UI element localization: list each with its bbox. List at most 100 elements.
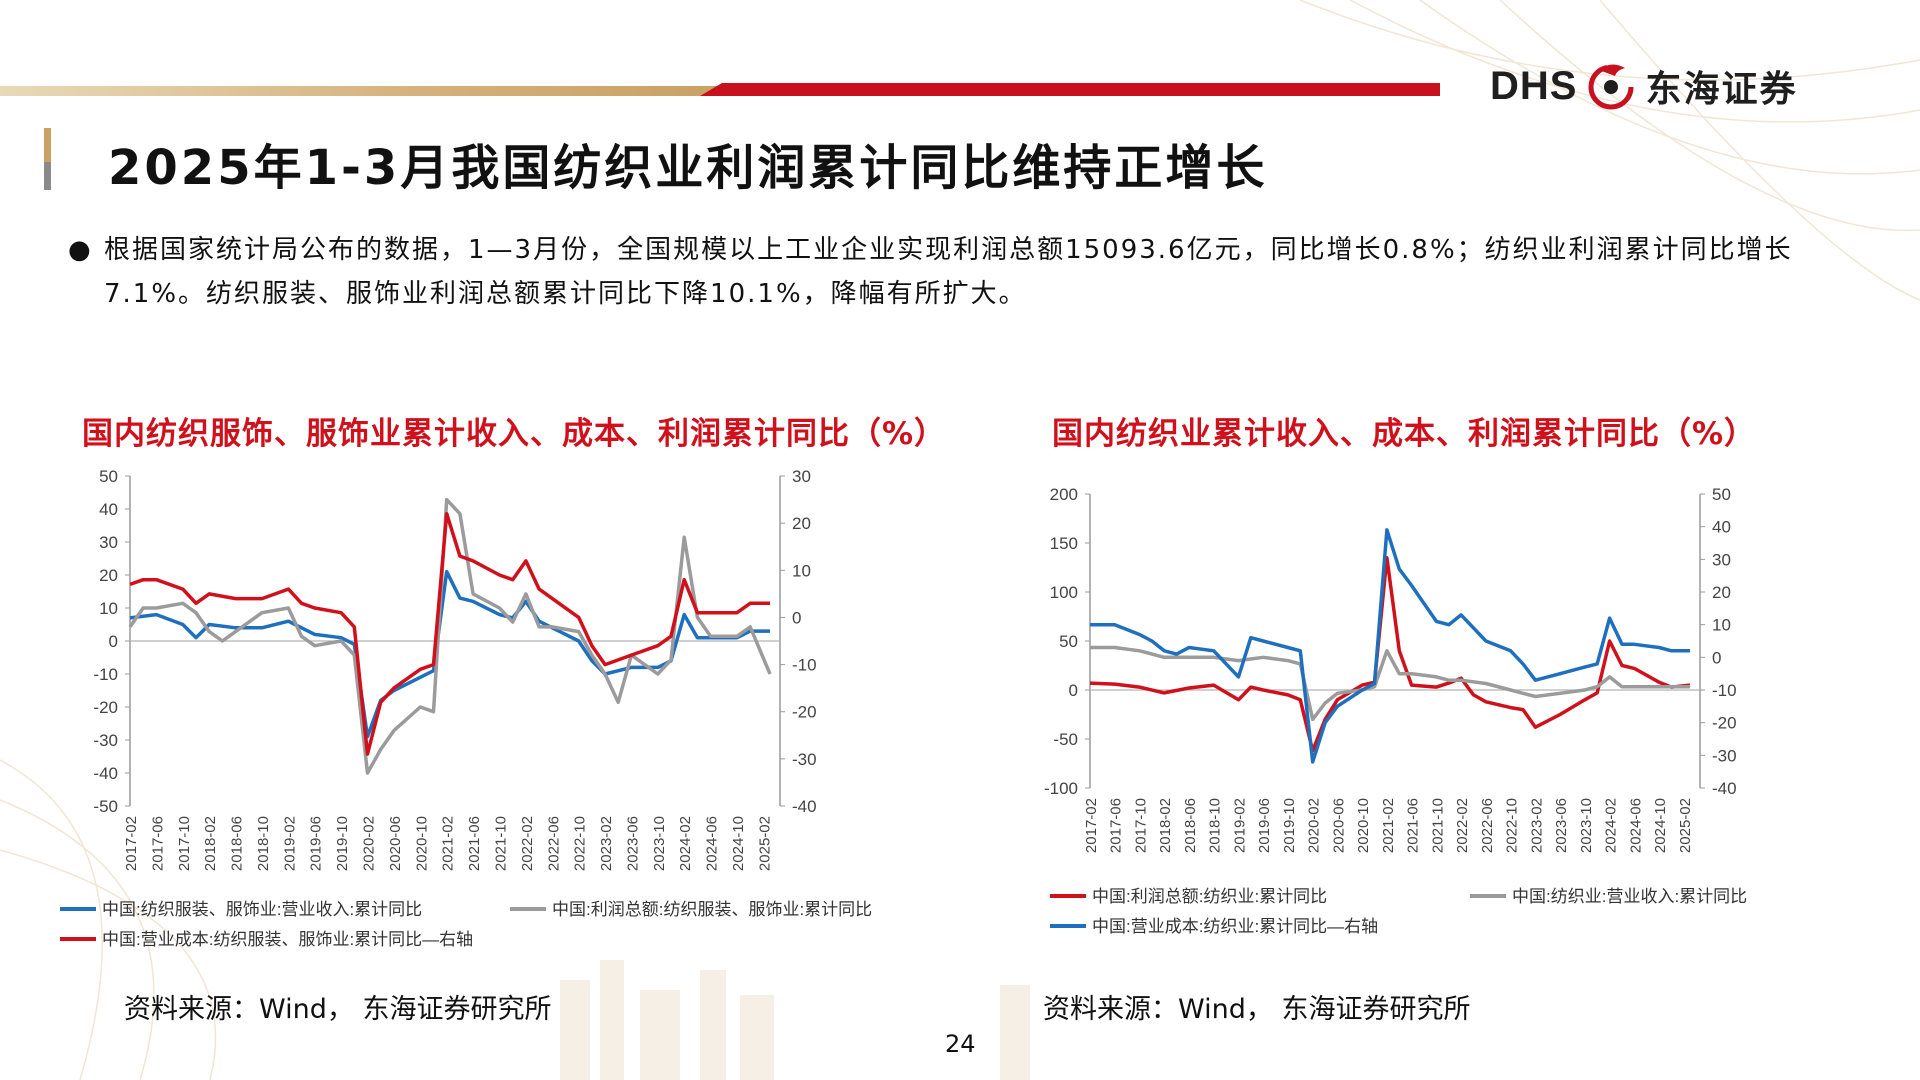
left-tick-label: 30 bbox=[99, 533, 118, 552]
x-tick-label: 2018-06 bbox=[1182, 798, 1199, 853]
right-tick-label: 0 bbox=[1712, 648, 1721, 667]
x-tick-label: 2025-02 bbox=[756, 816, 773, 871]
x-tick-label: 2020-06 bbox=[387, 816, 404, 871]
x-tick-label: 2021-02 bbox=[1380, 798, 1397, 853]
x-tick-label: 2017-02 bbox=[123, 816, 140, 871]
legend-label: 中国:纺织服装、服饰业:营业收入:累计同比 bbox=[102, 900, 422, 919]
left-tick-label: 0 bbox=[1069, 681, 1078, 700]
x-tick-label: 2023-06 bbox=[624, 816, 641, 871]
x-tick-label: 2017-06 bbox=[1108, 798, 1125, 853]
legend-label: 中国:利润总额:纺织服装、服饰业:累计同比 bbox=[552, 900, 872, 919]
x-tick-label: 2022-06 bbox=[545, 816, 562, 871]
left-tick-label: 20 bbox=[99, 566, 118, 585]
x-tick-label: 2023-10 bbox=[1578, 798, 1595, 853]
header-gold-bar bbox=[0, 86, 720, 96]
left-chart: 50 40 30 20 10 0 -10 -20 -30 -40 -50 30 20 10 0 -10 -20 -… bbox=[60, 467, 872, 949]
x-tick-label: 2019-10 bbox=[1281, 798, 1298, 853]
x-tick-label: 2025-02 bbox=[1677, 798, 1694, 853]
left-tick-label: 50 bbox=[1059, 632, 1078, 651]
left-tick-label: 0 bbox=[109, 632, 118, 651]
left-chart-title: 国内纺织服饰、服饰业累计收入、成本、利润累计同比（%） bbox=[82, 416, 947, 452]
x-tick-label: 2020-02 bbox=[361, 816, 378, 871]
x-tick-label: 2021-02 bbox=[440, 816, 457, 871]
page-number: 24 bbox=[945, 1030, 976, 1058]
x-tick-label: 2018-10 bbox=[1207, 798, 1224, 853]
x-tick-label: 2021-10 bbox=[1429, 798, 1446, 853]
x-tick-label: 2018-02 bbox=[202, 816, 219, 871]
left-tick-label: 200 bbox=[1050, 485, 1078, 504]
left-tick-label: -20 bbox=[93, 698, 118, 717]
right-tick-label: -30 bbox=[1712, 746, 1737, 765]
logo-text-en: DHS bbox=[1490, 63, 1578, 108]
right-tick-label: 30 bbox=[1712, 550, 1731, 569]
left-tick-label: 150 bbox=[1050, 534, 1078, 553]
header-red-bar bbox=[700, 83, 1440, 96]
right-chart-title: 国内纺织业累计收入、成本、利润累计同比（%） bbox=[1052, 416, 1757, 452]
right-tick-label: 30 bbox=[792, 467, 811, 486]
page-title: 2025年1-3月我国纺织业利润累计同比维持正增长 bbox=[108, 140, 1268, 196]
x-tick-label: 2021-06 bbox=[466, 816, 483, 871]
left-tick-label: -10 bbox=[93, 665, 118, 684]
x-tick-label: 2019-06 bbox=[308, 816, 325, 871]
left-tick-label: 50 bbox=[99, 467, 118, 486]
x-tick-label: 2024-10 bbox=[730, 816, 747, 871]
x-tick-label: 2020-10 bbox=[1355, 798, 1372, 853]
right-tick-label: 20 bbox=[792, 514, 811, 533]
x-tick-label: 2020-06 bbox=[1330, 798, 1347, 853]
left-tick-label: 100 bbox=[1050, 583, 1078, 602]
left-tick-label: 10 bbox=[99, 599, 118, 618]
right-tick-label: -40 bbox=[792, 797, 817, 816]
legend-label: 中国:利润总额:纺织业:累计同比 bbox=[1092, 887, 1327, 906]
left-tick-label: -100 bbox=[1044, 779, 1078, 798]
x-tick-label: 2019-10 bbox=[334, 816, 351, 871]
right-tick-label: -10 bbox=[792, 656, 817, 675]
right-tick-label: 40 bbox=[1712, 518, 1731, 537]
x-tick-label: 2024-06 bbox=[704, 816, 721, 871]
right-tick-label: 20 bbox=[1712, 583, 1731, 602]
right-tick-label: 10 bbox=[792, 561, 811, 580]
legend-label: 中国:营业成本:纺织服装、服饰业:累计同比—右轴 bbox=[102, 930, 473, 949]
right-tick-label: -40 bbox=[1712, 779, 1737, 798]
right-source-note: 资料来源：Wind， 东海证券研究所 bbox=[1043, 994, 1471, 1025]
x-tick-label: 2019-02 bbox=[1231, 798, 1248, 853]
x-tick-label: 2018-06 bbox=[229, 816, 246, 871]
x-tick-label: 2018-10 bbox=[255, 816, 272, 871]
x-tick-label: 2017-06 bbox=[149, 816, 166, 871]
left-tick-label: 40 bbox=[99, 500, 118, 519]
x-tick-label: 2023-06 bbox=[1553, 798, 1570, 853]
right-tick-label: 50 bbox=[1712, 485, 1731, 504]
right-chart: 200150100500-50-10050403020100-10-20-30-… bbox=[1044, 485, 1747, 936]
series-line bbox=[1090, 645, 1690, 722]
x-tick-label: 2017-10 bbox=[176, 816, 193, 871]
x-tick-label: 2022-02 bbox=[519, 816, 536, 871]
left-tick-label: -40 bbox=[93, 764, 118, 783]
series-line bbox=[129, 511, 770, 756]
company-logo: DHS 东海证券 bbox=[1490, 58, 1797, 114]
x-tick-label: 2024-02 bbox=[1603, 798, 1620, 853]
bullet-dot-icon: ● bbox=[68, 235, 93, 265]
left-tick-label: -30 bbox=[93, 731, 118, 750]
x-tick-label: 2020-02 bbox=[1306, 798, 1323, 853]
logo-text-cn: 东海证券 bbox=[1645, 69, 1798, 110]
summary-bullet: ● 根据国家统计局公布的数据，1—3月份，全国规模以上工业企业实现利润总额150… bbox=[68, 228, 1808, 316]
x-tick-label: 2017-10 bbox=[1132, 798, 1149, 853]
right-tick-label: -30 bbox=[792, 750, 817, 769]
right-tick-label: -20 bbox=[792, 703, 817, 722]
series-line bbox=[1090, 528, 1690, 764]
legend-label: 中国:纺织业:营业收入:累计同比 bbox=[1512, 887, 1747, 906]
x-tick-label: 2017-02 bbox=[1083, 798, 1100, 853]
x-tick-label: 2023-02 bbox=[598, 816, 615, 871]
x-tick-label: 2021-06 bbox=[1405, 798, 1422, 853]
summary-text: 根据国家统计局公布的数据，1—3月份，全国规模以上工业企业实现利润总额15093… bbox=[104, 235, 1793, 309]
right-tick-label: -20 bbox=[1712, 714, 1737, 733]
x-tick-label: 2019-06 bbox=[1256, 798, 1273, 853]
x-tick-label: 2022-10 bbox=[572, 816, 589, 871]
legend-label: 中国:营业成本:纺织业:累计同比—右轴 bbox=[1092, 917, 1378, 936]
x-tick-label: 2023-02 bbox=[1528, 798, 1545, 853]
dragon-logo-icon bbox=[1588, 64, 1634, 110]
x-tick-label: 2023-10 bbox=[651, 816, 668, 871]
title-accent-bar bbox=[44, 128, 51, 190]
series-line bbox=[128, 497, 772, 775]
x-tick-label: 2024-02 bbox=[677, 816, 694, 871]
x-tick-label: 2022-02 bbox=[1454, 798, 1471, 853]
